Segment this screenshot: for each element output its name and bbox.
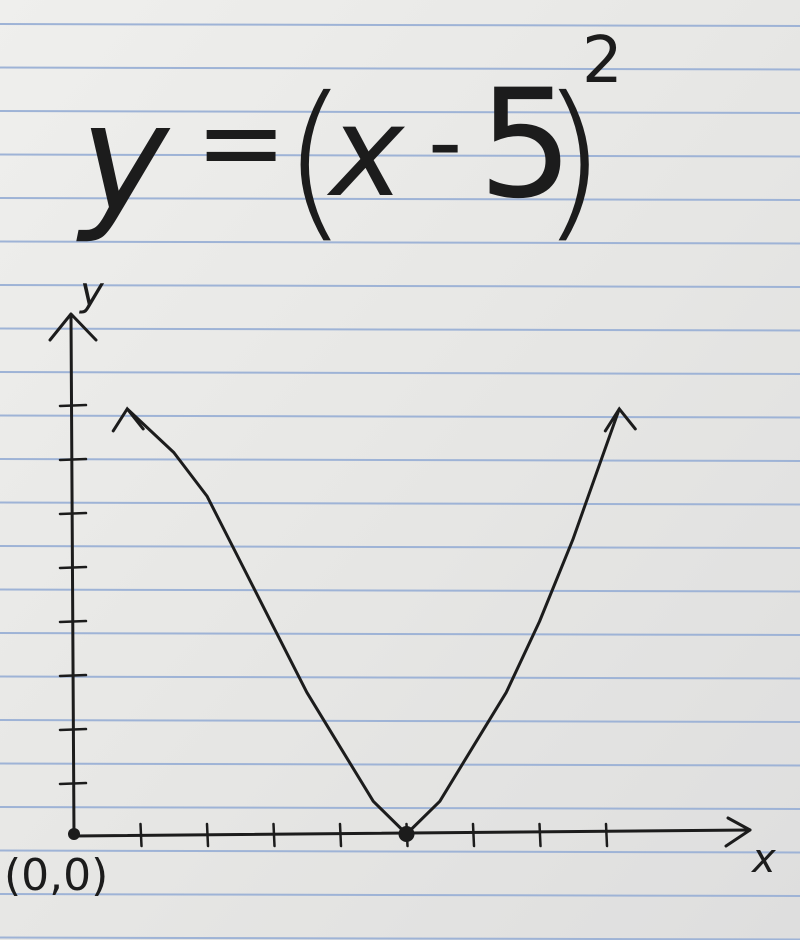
origin-point — [68, 828, 80, 840]
x-tick — [338, 822, 343, 848]
ruled-line — [0, 806, 800, 810]
ruled-line — [0, 936, 800, 940]
equation-equals: = — [195, 78, 287, 206]
origin-label: (0,0) — [4, 850, 108, 901]
y-tick — [58, 511, 88, 516]
x-tick — [205, 822, 210, 848]
ruled-lines — [0, 23, 800, 940]
ruled-line — [0, 240, 800, 245]
ruled-line — [0, 632, 800, 636]
x-tick — [538, 822, 542, 848]
equation-x: x — [326, 80, 406, 225]
x-tick — [272, 822, 276, 848]
equation-y: y — [76, 72, 171, 246]
x-tick — [139, 822, 143, 848]
vertex-point — [398, 826, 415, 842]
curve-arrowhead — [111, 406, 145, 433]
y-tick — [58, 673, 88, 678]
y-tick — [58, 403, 88, 408]
ruled-line — [0, 762, 800, 767]
y-axis-label: y — [79, 269, 105, 315]
x-axis-label: x — [750, 836, 776, 882]
ruled-line — [0, 588, 800, 593]
ruled-line — [0, 849, 800, 854]
x-tick — [471, 822, 476, 848]
ruled-line — [0, 458, 800, 462]
ruled-line — [0, 23, 800, 27]
y-tick — [58, 727, 88, 732]
ruled-line — [0, 501, 800, 506]
equation-minus: - — [428, 88, 462, 198]
x-axis-arrowhead — [724, 816, 752, 848]
y-tick — [58, 565, 88, 570]
parabola-line — [126, 407, 621, 836]
ruled-line — [0, 110, 800, 114]
x-tick — [604, 822, 609, 848]
y-axis-arrowhead — [48, 312, 98, 342]
y-tick — [58, 457, 88, 462]
ruled-line — [0, 197, 800, 201]
y-axis-ticks — [58, 403, 88, 786]
ruled-line — [0, 153, 800, 158]
equation-close-paren: ) — [540, 61, 606, 259]
ruled-line — [0, 371, 800, 375]
ruled-line — [0, 719, 800, 723]
equation-title: y = ( x - 5 ) 2 — [76, 24, 623, 259]
y-tick — [58, 781, 88, 786]
y-axis-line — [69, 314, 76, 838]
equation-open-paren: ( — [282, 61, 348, 259]
ruled-line — [0, 545, 800, 549]
ruled-line — [0, 675, 800, 680]
graph-points — [68, 826, 415, 842]
ruled-line — [0, 284, 800, 288]
curve-arrowhead — [603, 406, 637, 433]
parabola-curve — [111, 406, 637, 836]
ruled-line — [0, 66, 800, 71]
ruled-line — [0, 327, 800, 332]
equation-five: 5 — [478, 58, 573, 232]
y-tick — [58, 619, 88, 624]
equation-exponent: 2 — [582, 24, 623, 98]
ruled-line — [0, 893, 800, 897]
